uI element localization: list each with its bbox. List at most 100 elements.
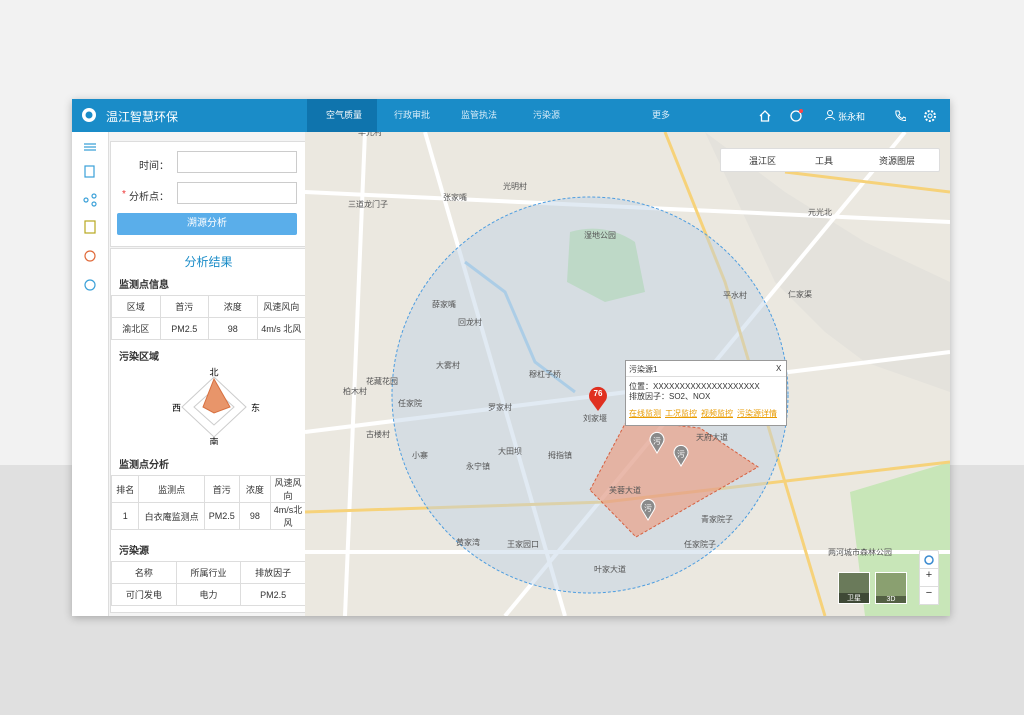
map-label: 三道龙门子: [348, 199, 388, 209]
sidebar: [72, 132, 109, 616]
column-header: 浓度: [208, 295, 258, 318]
table-cell: 98: [208, 317, 258, 340]
toolbar-item[interactable]: 工具: [815, 156, 834, 166]
map-label: 平水村: [723, 290, 747, 300]
popup-title: 污染源1: [629, 365, 658, 374]
nav-item[interactable]: 污染源: [533, 110, 561, 120]
map-label: 仁家渠: [788, 289, 812, 299]
table-cell: 可门发电: [111, 583, 177, 606]
column-header: 区域: [111, 295, 161, 318]
analyze-button[interactable]: 溯源分析: [117, 213, 297, 235]
table-row: 可门发电 电力 PM2.5: [111, 583, 306, 606]
source-pin-label: 污: [653, 436, 661, 446]
map-label: 王家园口: [507, 539, 539, 549]
point-select[interactable]: [177, 182, 297, 204]
home-icon[interactable]: [758, 109, 772, 123]
nav-item[interactable]: 监管执法: [461, 110, 498, 120]
time-input[interactable]: [177, 151, 297, 173]
column-header: 排放因子: [240, 561, 306, 584]
column-header: 浓度: [238, 475, 271, 503]
map-label: 芙蓉大道: [609, 485, 641, 495]
map-label: 穆杠子桥: [529, 369, 561, 379]
map-label: 永宁镇: [466, 461, 490, 471]
table-cell: 白衣庵监测点: [138, 502, 205, 530]
form-card: 时间： * 分析点： 溯源分析: [110, 141, 307, 247]
compass-label: 北: [209, 367, 218, 377]
table-cell: PM2.5: [203, 502, 240, 530]
layer-3d[interactable]: 3D: [875, 572, 907, 604]
sources-table: 名称 所属行业 排放因子 可门发电 电力 PM2.5: [111, 561, 306, 606]
zoom-in[interactable]: +: [919, 568, 939, 587]
table-header-row: 排名 监测点 首污 浓度 风速风向: [110, 475, 307, 503]
map-toolbar: 温江区 工具 资源图层: [720, 148, 940, 172]
layer-satellite[interactable]: 卫星: [838, 572, 870, 604]
nav-item[interactable]: 行政审批: [394, 110, 431, 120]
column-header: 监测点: [138, 475, 205, 503]
map-label: 大田坝: [498, 446, 522, 456]
compass-label: 西: [172, 403, 181, 413]
map-label: 光明村: [503, 181, 527, 191]
locate-button[interactable]: [919, 550, 939, 570]
map-label: 大雾村: [436, 360, 460, 370]
alert-marker-label: 76: [594, 389, 603, 398]
toolbar-item[interactable]: 资源图层: [879, 156, 916, 166]
table-cell: 98: [238, 502, 271, 530]
map-label: 任家院子: [684, 539, 716, 549]
map-label: 柏木村: [343, 386, 367, 396]
popup-link[interactable]: 在线监测: [629, 409, 661, 418]
area-radar: 北 东 南 西: [172, 367, 260, 447]
popup: 污染源1 X 位置：XXXXXXXXXXXXXXXXXXXX 排放因子：SO2、…: [625, 360, 787, 426]
table-cell: 4m/s 北风: [256, 317, 306, 340]
nav-item[interactable]: 更多: [652, 110, 671, 120]
settings-icon[interactable]: [923, 109, 937, 123]
column-header: 首污: [203, 475, 240, 503]
layer-label: 卫星: [839, 593, 869, 603]
map-label: 花藏花园: [366, 376, 398, 386]
header: 温江智慧环保 空气质量 行政审批 监管执法 污染源 更多 张永和: [72, 99, 950, 132]
required-mark: *: [122, 189, 126, 200]
results-panel: 分析结果 监测点信息 区域 首污 浓度 风速风向 渝北区 PM2.5 98 4m/s 北风 污…: [110, 248, 307, 613]
table-cell: 电力: [175, 583, 242, 606]
station-analysis-table: 排名 监测点 首污 浓度 风速风向 1 白衣庵监测点 PM2.5 98 4m/s北风: [110, 475, 307, 530]
message-icon[interactable]: [789, 108, 805, 124]
station-info-table: 区域 首污 浓度 风速风向 渝北区 PM2.5 98 4m/s 北风: [111, 295, 306, 340]
source-pin-label: 污: [677, 449, 685, 459]
results-title: 分析结果: [184, 255, 233, 269]
map-label: 张家嘴: [443, 192, 467, 202]
map[interactable]: 华光村 三道龙门子 张家嘴 光明村 湿地公园 薛家嘴 回龙村 大雾村 穆杠子桥 罗家村 刘家堰 任家院…: [304, 127, 950, 616]
app-title: 温江智慧环保: [106, 110, 179, 124]
user-name[interactable]: 张永和: [838, 112, 866, 122]
column-header: 风速风向: [256, 295, 306, 318]
compass-label: 东: [251, 402, 260, 413]
map-label: 刘家堰: [583, 413, 607, 423]
source-pin-label: 污: [644, 503, 652, 513]
logo: [82, 108, 96, 122]
locate-icon: [924, 555, 934, 565]
layer-label: 3D: [876, 596, 906, 603]
point-label: 分析点：: [129, 192, 169, 203]
popup-link[interactable]: 污染源详情: [737, 409, 777, 418]
table-cell: 4m/s北风: [269, 502, 307, 530]
map-label: 元光北: [808, 207, 832, 217]
table-row: 1 白衣庵监测点 PM2.5 98 4m/s北风: [110, 502, 307, 530]
popup-links: 在线监测 工况监控 视频监控 污染源详情: [629, 408, 781, 419]
table-header-row: 区域 首污 浓度 风速风向: [111, 295, 306, 318]
map-label: 天府大道: [696, 432, 728, 442]
nav-item[interactable]: 空气质量: [326, 110, 363, 120]
time-label: 时间：: [139, 161, 169, 172]
map-label: 薛家嘴: [432, 299, 456, 309]
table-cell: PM2.5: [240, 583, 306, 606]
popup-close[interactable]: X: [776, 364, 782, 373]
map-label: 罗家村: [488, 402, 512, 412]
map-label: 叶家大道: [594, 564, 626, 574]
toolbar-item[interactable]: 温江区: [749, 156, 777, 166]
popup-link[interactable]: 工况监控: [665, 409, 697, 418]
table-header-row: 名称 所属行业 排放因子: [111, 561, 306, 584]
zoom-out[interactable]: −: [919, 586, 939, 605]
map-label: 华光村: [358, 132, 382, 137]
map-label: 黄家湾: [456, 537, 480, 547]
phone-icon[interactable]: [894, 109, 906, 121]
column-header: 所属行业: [175, 561, 242, 584]
popup-link[interactable]: 视频监控: [701, 409, 733, 418]
